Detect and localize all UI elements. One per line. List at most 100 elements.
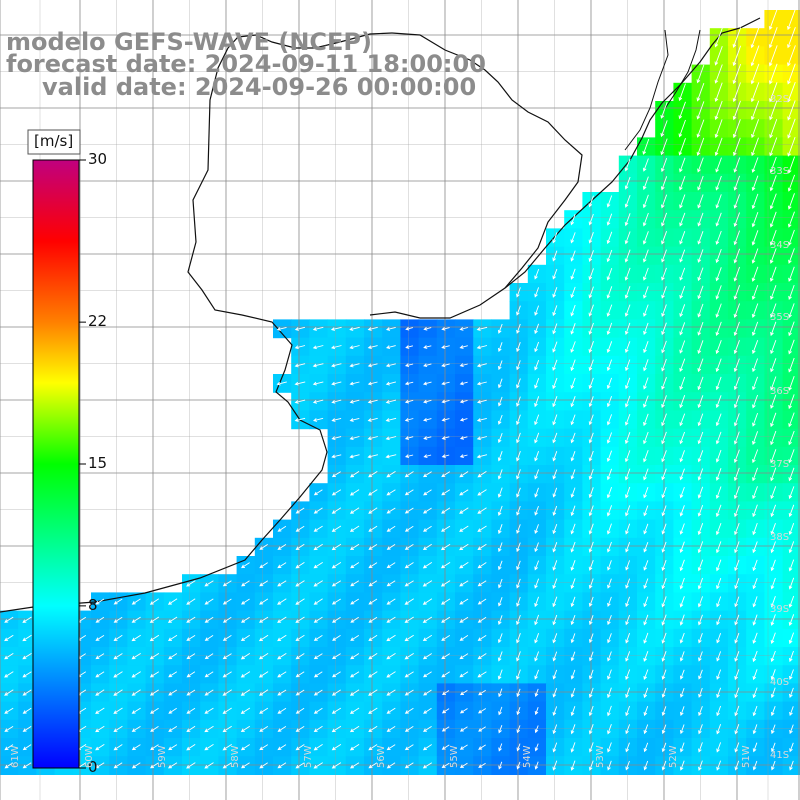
wind-arrow: [534, 761, 539, 770]
colorbar-unit-box: [27, 129, 81, 155]
wind-arrow: [204, 580, 214, 587]
wind-arrow: [697, 559, 704, 572]
wind-arrow: [259, 762, 268, 769]
wind-arrow: [697, 596, 704, 608]
wind-arrow: [734, 632, 740, 644]
wind-arrow: [186, 671, 196, 678]
wind-arrow: [770, 412, 777, 428]
wind-arrow: [368, 489, 378, 496]
wind-arrow: [331, 762, 342, 769]
wind-arrow: [679, 706, 685, 716]
wind-arrow: [734, 578, 740, 590]
wind-arrow: [661, 559, 667, 571]
wind-arrow: [149, 653, 160, 660]
wind-arrow: [95, 744, 105, 751]
wind-arrow: [625, 669, 631, 680]
wind-arrow: [787, 100, 796, 121]
wind-arrow: [534, 505, 539, 516]
wind-arrow: [186, 707, 196, 714]
wind-arrow: [441, 417, 450, 422]
wind-arrow: [131, 707, 141, 714]
wind-arrow: [752, 614, 758, 626]
wind-arrow: [441, 507, 451, 514]
wind-arrow: [643, 341, 649, 354]
wind-arrow: [534, 669, 540, 680]
wind-arrow: [186, 580, 196, 587]
wind-arrow: [552, 724, 558, 735]
wind-arrow: [697, 523, 704, 536]
wind-arrow: [385, 454, 397, 459]
wind-arrow: [295, 671, 305, 678]
wind-arrow: [716, 633, 722, 644]
wind-arrow: [477, 616, 487, 623]
wind-arrow: [570, 560, 576, 571]
wind-arrow: [679, 559, 685, 572]
wind-arrow: [661, 304, 667, 317]
wind-arrow: [386, 489, 396, 496]
wind-arrow: [404, 653, 414, 660]
wind-arrow: [788, 248, 795, 264]
wind-arrow: [534, 432, 540, 444]
wind-arrow: [349, 381, 360, 386]
wind-arrow: [332, 616, 341, 623]
wind-arrow: [697, 468, 704, 481]
wind-arrow: [552, 451, 558, 462]
wind-arrow: [240, 653, 251, 660]
wind-arrow: [679, 577, 685, 590]
wind-arrow: [113, 762, 123, 769]
wind-arrow: [497, 360, 503, 371]
wind-arrow: [570, 377, 576, 390]
wind-arrow: [276, 381, 287, 386]
wind-arrow: [552, 305, 558, 317]
wind-arrow: [752, 687, 758, 699]
wind-arrow: [716, 705, 722, 717]
coastline-path: [0, 32, 393, 613]
wind-arrow: [313, 725, 323, 733]
colorbar-tick-label: 8: [88, 595, 98, 614]
wind-arrow: [404, 544, 414, 550]
wind-arrow: [498, 761, 503, 770]
wind-arrow: [4, 671, 14, 678]
wind-arrow: [752, 449, 759, 464]
wind-arrow: [588, 268, 594, 281]
longitude-label: 52W: [668, 745, 679, 768]
wind-arrow: [477, 653, 487, 660]
wind-arrow: [516, 725, 521, 734]
wind-arrow: [697, 614, 703, 626]
wind-arrow: [367, 345, 378, 350]
wind-arrow: [459, 381, 468, 386]
wind-arrow: [679, 304, 686, 318]
wind-arrow: [734, 504, 740, 518]
wind-arrow: [624, 286, 631, 299]
wind-arrow: [770, 358, 777, 373]
wind-arrow: [477, 471, 487, 478]
wind-arrow: [405, 454, 414, 459]
wind-arrow: [22, 726, 32, 732]
wind-arrow: [95, 671, 105, 678]
wind-arrow: [497, 469, 503, 480]
wind-arrow: [752, 467, 759, 482]
wind-arrow: [734, 541, 740, 554]
wind-arrow: [716, 596, 722, 608]
wind-arrow: [386, 471, 396, 478]
wind-arrow: [679, 724, 685, 735]
wind-arrow: [312, 345, 324, 350]
wind-arrow: [22, 653, 32, 660]
wind-arrow: [624, 468, 631, 481]
wind-arrow: [643, 468, 649, 481]
wind-arrow: [733, 358, 740, 373]
wind-arrow: [570, 505, 576, 517]
wind-arrow: [423, 671, 432, 678]
wind-arrow: [497, 615, 503, 625]
wind-arrow: [643, 578, 649, 589]
wind-arrow: [459, 580, 469, 587]
wind-arrow: [661, 669, 667, 680]
wind-arrow: [588, 414, 594, 426]
wind-arrow: [607, 596, 612, 608]
wind-arrow: [186, 762, 196, 769]
wind-arrow: [752, 541, 758, 554]
wind-arrow: [625, 560, 631, 571]
wind-arrow: [295, 543, 305, 550]
wind-arrow: [769, 100, 778, 121]
